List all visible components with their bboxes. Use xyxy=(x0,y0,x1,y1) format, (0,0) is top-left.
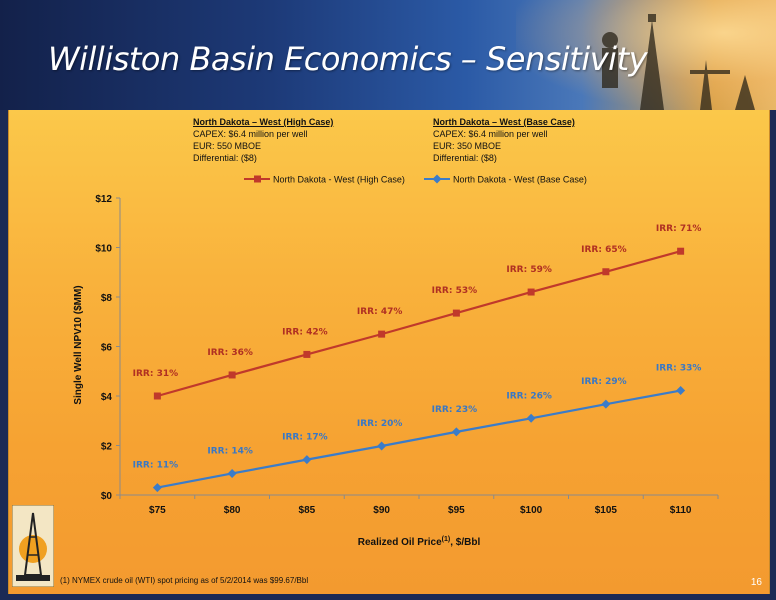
data-point xyxy=(377,441,387,451)
case-capex: CAPEX: $6.4 million per well xyxy=(193,129,308,139)
footnote: (1) NYMEX crude oil (WTI) spot pricing a… xyxy=(60,576,309,585)
x-tick-label: $100 xyxy=(520,505,543,516)
x-tick-label: $95 xyxy=(448,505,465,516)
data-point xyxy=(676,386,686,396)
data-point xyxy=(526,413,536,423)
legend-label: North Dakota - West (High Case) xyxy=(273,175,405,185)
y-tick-label: $8 xyxy=(101,293,113,304)
case-eur: EUR: 350 MBOE xyxy=(433,141,502,151)
data-point xyxy=(601,399,611,409)
data-point xyxy=(378,330,386,338)
data-label: IRR: 11% xyxy=(133,461,178,471)
x-tick-label: $110 xyxy=(670,505,692,516)
company-logo xyxy=(12,505,54,587)
data-label: IRR: 17% xyxy=(282,433,327,443)
data-label: IRR: 23% xyxy=(432,405,477,415)
data-label: IRR: 42% xyxy=(282,327,327,337)
case-heading: North Dakota – West (Base Case) xyxy=(433,117,575,127)
data-label: IRR: 33% xyxy=(656,364,701,374)
data-point xyxy=(602,268,610,276)
data-label: IRR: 31% xyxy=(133,369,178,379)
y-tick-label: $2 xyxy=(101,442,113,453)
legend-label: North Dakota - West (Base Case) xyxy=(453,175,587,185)
data-point xyxy=(452,309,460,317)
legend-marker xyxy=(432,174,442,184)
chart-panel xyxy=(8,110,770,594)
page-title: Williston Basin Economics – Sensitivity xyxy=(48,40,648,78)
data-point xyxy=(677,247,685,255)
page-number: 16 xyxy=(750,577,762,588)
x-axis-label-units: , $/Bbl xyxy=(450,537,480,548)
data-label: IRR: 36% xyxy=(207,348,252,358)
data-point xyxy=(227,468,237,478)
y-tick-label: $0 xyxy=(101,491,113,502)
data-point xyxy=(153,392,161,400)
data-point xyxy=(228,371,236,379)
data-label: IRR: 47% xyxy=(357,307,402,317)
x-tick-label: $85 xyxy=(299,505,316,516)
data-label: IRR: 14% xyxy=(207,446,252,456)
y-tick-label: $10 xyxy=(95,244,112,255)
data-label: IRR: 20% xyxy=(357,419,402,429)
data-point xyxy=(303,350,311,358)
title-banner: Williston Basin Economics – Sensitivity xyxy=(0,0,776,110)
x-tick-label: $75 xyxy=(149,505,166,516)
x-tick-label: $90 xyxy=(373,505,390,516)
case-info-high: North Dakota – West (High Case) CAPEX: $… xyxy=(193,116,333,164)
data-label: IRR: 59% xyxy=(506,265,551,275)
x-axis-label-superscript: (1) xyxy=(442,536,451,543)
data-point xyxy=(527,288,535,296)
case-differential: Differential: ($8) xyxy=(433,153,497,163)
x-axis-label: Realized Oil Price(1), $/Bbl xyxy=(358,536,481,548)
data-label: IRR: 71% xyxy=(656,224,701,234)
data-label: IRR: 26% xyxy=(506,391,551,401)
y-tick-label: $12 xyxy=(95,194,112,205)
data-label: IRR: 29% xyxy=(581,377,626,387)
legend-marker xyxy=(254,175,261,183)
data-label: IRR: 53% xyxy=(432,286,477,296)
data-label: IRR: 65% xyxy=(581,245,626,255)
oil-rig-silhouette xyxy=(602,14,755,110)
x-tick-label: $80 xyxy=(224,505,241,516)
case-differential: Differential: ($8) xyxy=(193,153,257,163)
y-tick-label: $4 xyxy=(101,392,113,403)
data-point xyxy=(152,483,162,493)
y-tick-label: $6 xyxy=(101,343,113,354)
data-point xyxy=(302,455,312,465)
case-info-base: North Dakota – West (Base Case) CAPEX: $… xyxy=(433,116,575,164)
data-point xyxy=(451,427,461,437)
series-line xyxy=(157,250,681,398)
case-heading: North Dakota – West (High Case) xyxy=(193,117,334,127)
case-eur: EUR: 550 MBOE xyxy=(193,141,262,151)
y-axis-label: Single Well NPV10 ($MM) xyxy=(73,285,84,404)
case-capex: CAPEX: $6.4 million per well xyxy=(433,129,548,139)
x-axis-label-main: Realized Oil Price xyxy=(358,537,442,548)
x-tick-label: $105 xyxy=(595,505,618,516)
series-line xyxy=(157,389,681,489)
